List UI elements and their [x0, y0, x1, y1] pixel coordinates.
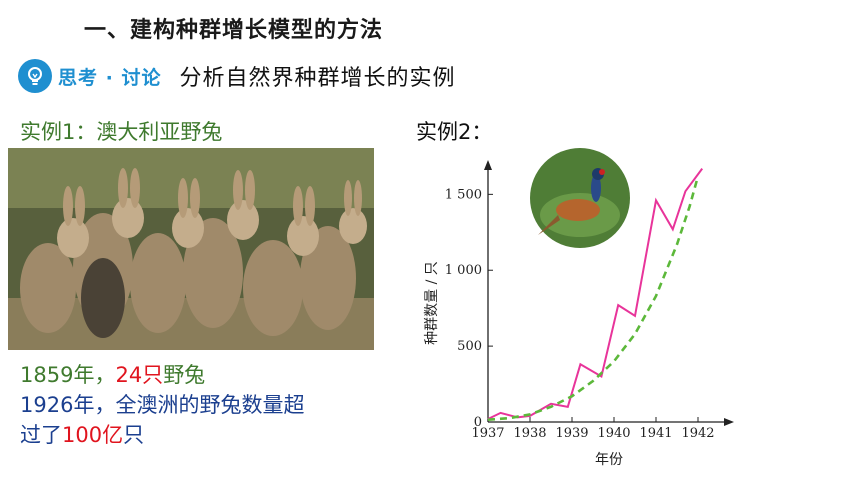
x-axis-arrow	[724, 418, 734, 426]
x-tick-label: 1942	[681, 426, 714, 441]
fact-1926-count: 100亿	[62, 423, 124, 447]
theoretical-curve	[487, 175, 700, 421]
fact-1926-suffix: 只	[123, 423, 145, 447]
fact-1859-count: 24只	[115, 363, 164, 387]
x-tick-label: 1938	[513, 426, 546, 441]
y-tick-label: 0	[474, 415, 482, 430]
think-discuss-label: 思考 · 讨论	[58, 66, 162, 89]
fact-1859-year: 1859年，	[20, 363, 116, 387]
example1-title: 实例1：澳大利亚野兔	[20, 120, 223, 144]
lightbulb-icon	[18, 59, 52, 93]
pheasant-growth-chart: 0 500 1 000 1 500 1937 1938 1939 1940 1941 1942 种群…	[424, 148, 734, 468]
y-tick-label: 1 500	[445, 187, 482, 202]
x-tick-label: 1940	[597, 426, 630, 441]
fact-line-1: 1859年，24只野兔	[20, 360, 304, 390]
x-tick-label: 1941	[639, 426, 672, 441]
fact-1859-animal: 野兔	[163, 363, 206, 387]
observed-line	[487, 168, 704, 420]
pheasant-photo	[530, 148, 630, 248]
example1-facts: 1859年，24只野兔 1926年，全澳洲的野兔数量超 过了100亿只	[20, 360, 304, 450]
y-axis-label: 种群数量 / 只	[424, 261, 440, 345]
fact-line-3: 过了100亿只	[20, 420, 304, 450]
y-axis-arrow	[484, 160, 492, 170]
x-axis-label: 年份	[595, 452, 623, 468]
x-tick-label: 1939	[555, 426, 588, 441]
think-discuss-row: 思考 · 讨论 分析自然界种群增长的实例	[18, 58, 455, 94]
rabbits-photo	[8, 148, 374, 350]
think-topic: 分析自然界种群增长的实例	[179, 66, 456, 91]
fact-line-2: 1926年，全澳洲的野兔数量超	[20, 393, 305, 417]
fact-1926-prefix: 过了	[20, 423, 62, 447]
y-tick-label: 1 000	[445, 263, 482, 278]
x-tick-label: 1937	[471, 426, 504, 441]
section-heading: 一、建构种群增长模型的方法	[84, 18, 384, 43]
y-tick-label: 500	[457, 339, 482, 354]
example2-title: 实例2：	[416, 120, 493, 144]
